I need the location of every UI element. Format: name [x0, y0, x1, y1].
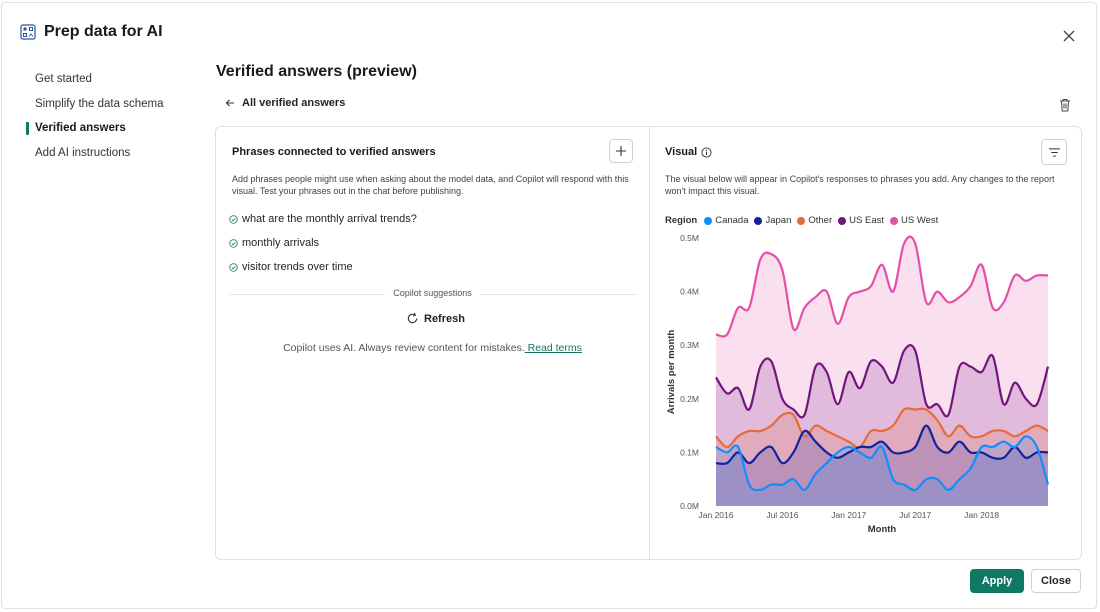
sidebar-item-ai-instructions[interactable]: Add AI instructions: [35, 146, 131, 159]
phrase-item[interactable]: what are the monthly arrival trends?: [229, 213, 417, 225]
y-tick-label: 0.1M: [680, 447, 699, 457]
legend-swatch: [754, 216, 763, 225]
legend-item[interactable]: US East: [838, 215, 884, 226]
x-tick-label: Jul 2016: [766, 510, 798, 520]
read-terms-link[interactable]: Read terms: [524, 342, 582, 354]
series-line: [715, 424, 1049, 465]
refresh-icon: [407, 312, 418, 324]
series-line: [715, 235, 1049, 338]
add-phrase-button[interactable]: [609, 139, 633, 163]
sidebar-nav: Get started Simplify the data schema Ver…: [25, 67, 195, 165]
legend-swatch: [704, 216, 713, 225]
delete-icon[interactable]: [1057, 97, 1073, 113]
page-title: Verified answers (preview): [216, 63, 417, 80]
visual-description: The visual below will appear in Copilot'…: [665, 174, 1055, 196]
legend-label: US East: [849, 215, 884, 226]
y-tick-label: 0.5M: [680, 233, 699, 243]
phrases-section: Phrases connected to verified answers Ad…: [216, 127, 649, 559]
x-tick-label: Jul 2017: [899, 510, 931, 520]
refresh-button[interactable]: Refresh: [406, 312, 465, 325]
legend-item[interactable]: Canada: [704, 215, 748, 226]
panel-divider: [649, 127, 650, 559]
phrase-item[interactable]: visitor trends over time: [229, 261, 353, 273]
verified-answer-panel: Phrases connected to verified answers Ad…: [215, 126, 1082, 560]
close-icon[interactable]: [1060, 27, 1078, 45]
y-axis-title: Arrivals per month: [666, 330, 677, 415]
phrase-text: what are the monthly arrival trends?: [242, 213, 417, 225]
check-circle-icon: [229, 262, 238, 272]
sidebar-item-get-started[interactable]: Get started: [35, 73, 92, 85]
apply-button[interactable]: Apply: [970, 569, 1024, 593]
prep-data-icon: [20, 24, 36, 40]
phrase-item[interactable]: monthly arrivals: [229, 237, 319, 249]
filter-icon: [1048, 147, 1060, 157]
phrase-text: monthly arrivals: [242, 237, 320, 249]
ai-disclaimer: Copilot uses AI. Always review content f…: [283, 342, 582, 354]
legend-title: Region: [665, 215, 698, 226]
phrases-section-title: Phrases connected to verified answers: [232, 146, 436, 158]
legend-swatch: [838, 216, 847, 225]
area-fill: [716, 436, 1048, 506]
legend-label: Other: [808, 215, 833, 226]
check-circle-icon: [229, 214, 238, 224]
legend-label: Canada: [715, 215, 749, 226]
plus-icon: [616, 146, 626, 156]
dialog-header: Prep data for AI: [20, 23, 163, 41]
y-tick-label: 0.2M: [680, 394, 699, 404]
filter-button[interactable]: [1041, 139, 1067, 165]
x-tick-label: Jan 2017: [831, 510, 866, 520]
legend-swatch: [890, 216, 898, 225]
series-line: [715, 435, 1050, 492]
visual-section: Visual The visual below will appear in C…: [650, 127, 1082, 559]
back-to-all-answers-link[interactable]: All verified answers: [224, 97, 345, 109]
series-line: [715, 407, 1049, 449]
legend-item[interactable]: Other: [797, 215, 832, 226]
refresh-label: Refresh: [424, 312, 465, 325]
legend-item[interactable]: Japan: [754, 215, 791, 226]
area-fill: [716, 345, 1048, 506]
x-axis-title: Month: [868, 524, 897, 535]
area-fill: [716, 408, 1048, 506]
legend-label: US West: [901, 215, 939, 226]
chart-legend: Region Canada Japan Other US East US West: [665, 215, 938, 226]
back-link-label: All verified answers: [242, 97, 346, 109]
copilot-suggestions-label: Copilot suggestions: [216, 288, 649, 298]
sidebar-item-simplify-schema[interactable]: Simplify the data schema: [35, 97, 164, 110]
arrow-left-icon: [225, 99, 234, 107]
legend-label: Japan: [765, 215, 792, 226]
series-line: [715, 344, 1050, 419]
x-tick-label: Jan 2016: [699, 510, 734, 520]
area-chart: 0.0M 0.1M 0.2M 0.3M 0.4M 0.5M Jan 2016 Jul 2016…: [666, 233, 1050, 535]
legend-item[interactable]: US West: [890, 215, 938, 226]
y-tick-label: 0.0M: [680, 501, 699, 511]
legend-swatch: [797, 216, 806, 225]
sidebar-item-verified-answers[interactable]: Verified answers: [25, 116, 195, 141]
info-icon[interactable]: [701, 146, 712, 158]
y-tick-label: 0.4M: [680, 287, 699, 297]
dialog-title: Prep data for AI: [44, 23, 163, 40]
phrase-text: visitor trends over time: [242, 261, 353, 273]
y-tick-label: 0.3M: [680, 340, 699, 350]
close-button[interactable]: Close: [1031, 569, 1081, 593]
visual-section-title: Visual: [665, 146, 712, 158]
x-tick-label: Jan 2018: [964, 510, 999, 520]
phrases-description: Add phrases people might use when asking…: [232, 174, 629, 196]
check-circle-icon: [229, 238, 238, 248]
